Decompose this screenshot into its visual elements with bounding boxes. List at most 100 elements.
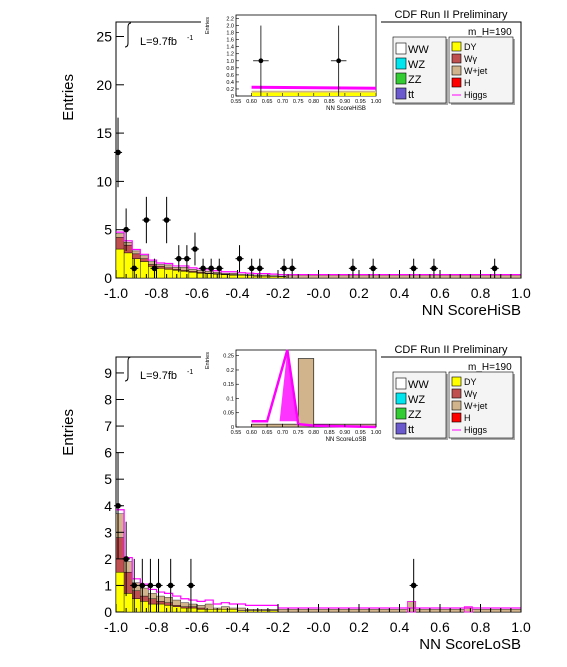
y-tick-label: 1	[104, 577, 112, 593]
bar-dy	[261, 275, 271, 279]
inset-x-tick-label: 0.75	[293, 430, 304, 436]
data-point	[410, 582, 417, 589]
inset-y-tick-label: 0	[231, 94, 234, 100]
inset-y-tick-label: 1.0	[226, 59, 234, 65]
legend-label: H	[464, 78, 471, 88]
bar-wgamma	[115, 537, 125, 573]
bar-dy	[269, 276, 279, 279]
data-point	[410, 265, 417, 272]
bar-wjet	[204, 271, 214, 274]
data-point	[200, 265, 206, 272]
bar-wjet	[172, 599, 181, 606]
data-point	[491, 265, 498, 272]
bar-dy	[204, 609, 214, 613]
x-tick-label: -0.0	[306, 285, 330, 301]
inset-data-point	[258, 58, 264, 64]
legend-label: W+jet	[464, 66, 488, 76]
y-tick-label: 3	[104, 524, 112, 540]
legend-swatch	[451, 53, 462, 64]
bar-dy	[196, 272, 206, 279]
legend-label: WW	[408, 379, 429, 391]
y-tick-label: 6	[104, 445, 112, 461]
inset-y-tick-label: 0.8	[226, 66, 234, 72]
bar-wjet	[140, 587, 149, 597]
inset-y-tick-label: 0.6	[226, 73, 234, 79]
lumi-label: L=9.7fb	[140, 370, 177, 382]
bar-dy	[204, 273, 214, 279]
inset-y-tick-label: 0	[231, 425, 234, 431]
bar-wjet	[229, 607, 238, 610]
y-axis-label: Entries	[60, 74, 77, 121]
title-box	[386, 341, 516, 357]
bar-dy	[123, 252, 133, 279]
data-point	[123, 556, 129, 562]
x-tick-label: -0.6	[185, 285, 209, 301]
bar-wjet	[131, 250, 141, 255]
x-tick-label: 0.6	[430, 619, 450, 635]
bar-wgamma	[131, 253, 141, 259]
lumi-superscript: -1	[187, 35, 193, 42]
inset-bar-wjet	[251, 423, 268, 428]
legend-swatch	[451, 400, 462, 411]
legend-label: WZ	[408, 394, 425, 406]
data-point	[188, 582, 194, 589]
x-tick-label: -1.0	[104, 619, 128, 635]
bar-dy	[115, 248, 125, 279]
legend-swatch	[451, 77, 462, 88]
bar-wjet	[164, 264, 173, 269]
legend-swatch	[395, 377, 407, 390]
x-axis: -1.0 -0.8 -0.6 -0.4 -0.2 -0.0 0.2 0.4 0.6 0.8 1.0	[104, 604, 531, 635]
inset-y-tick-label: 0.15	[223, 382, 234, 388]
inset-x-tick-label: 0.60	[246, 430, 257, 436]
data-point	[143, 217, 150, 223]
data-point	[175, 255, 182, 262]
legend-label: tt	[408, 424, 414, 436]
legend-label: Higgs	[464, 90, 488, 100]
legend-left: WW WZ ZZ tt	[392, 371, 448, 440]
inset-plot: 0.55 0.60 0.65 0.70 0.75 0.80 0.85 0.90 0.95 1.00…	[201, 346, 381, 443]
y-axis-label: Entries	[60, 409, 77, 456]
data-point	[163, 217, 170, 223]
legend-label: Wγ	[464, 389, 477, 399]
x-tick-label: -0.2	[266, 285, 290, 301]
bar-dy	[277, 276, 287, 279]
y-tick-label: 25	[96, 28, 112, 44]
data-point	[115, 149, 121, 156]
x-tick-label: 0.8	[471, 619, 491, 635]
legend-swatch	[395, 392, 407, 405]
bar-wjet	[245, 274, 254, 276]
data-point	[248, 265, 255, 272]
bar-wjet	[172, 267, 181, 270]
y-tick-label: 7	[104, 418, 112, 434]
y-tick-label: 9	[104, 365, 112, 381]
bar-dy	[188, 607, 198, 613]
inset-x-tick-label: 1.00	[371, 430, 382, 436]
x-tick-label: -0.4	[225, 285, 249, 301]
x-axis-label: NN ScoreLoSB	[419, 636, 521, 653]
inset-x-tick-label: 0.65	[262, 430, 273, 436]
bar-dy	[245, 275, 254, 279]
bar-wjet	[196, 605, 206, 609]
bar-wjet	[115, 233, 125, 238]
inset-higgs-peak	[279, 350, 297, 422]
legend-label: DY	[464, 377, 477, 387]
bar-wgamma	[164, 602, 173, 606]
legend-label: Higgs	[464, 425, 488, 435]
inset-x-tick-label: 0.85	[324, 430, 335, 436]
bar-wgamma	[115, 237, 125, 250]
y-tick-label: 10	[96, 173, 112, 189]
bar-wjet	[148, 261, 157, 265]
bar-spike	[407, 600, 417, 613]
bar-dy	[123, 593, 133, 613]
inset-x-tick-label: 0.80	[308, 430, 319, 436]
bar-wjet	[269, 609, 279, 611]
data-point	[236, 255, 243, 262]
bar-spike	[463, 606, 473, 613]
bar-dy	[164, 605, 173, 613]
inset-x-tick-label: 0.70	[277, 430, 288, 436]
chart-panel-0: -1.0 -0.8 -0.6 -0.4 -0.2 -0.0 0.2 0.4 0.6 0.8 1.00…	[60, 6, 531, 319]
legend-swatch	[395, 87, 407, 100]
x-tick-label: -0.8	[144, 619, 168, 635]
bar-dy	[237, 274, 246, 279]
bar-dy	[221, 274, 230, 279]
